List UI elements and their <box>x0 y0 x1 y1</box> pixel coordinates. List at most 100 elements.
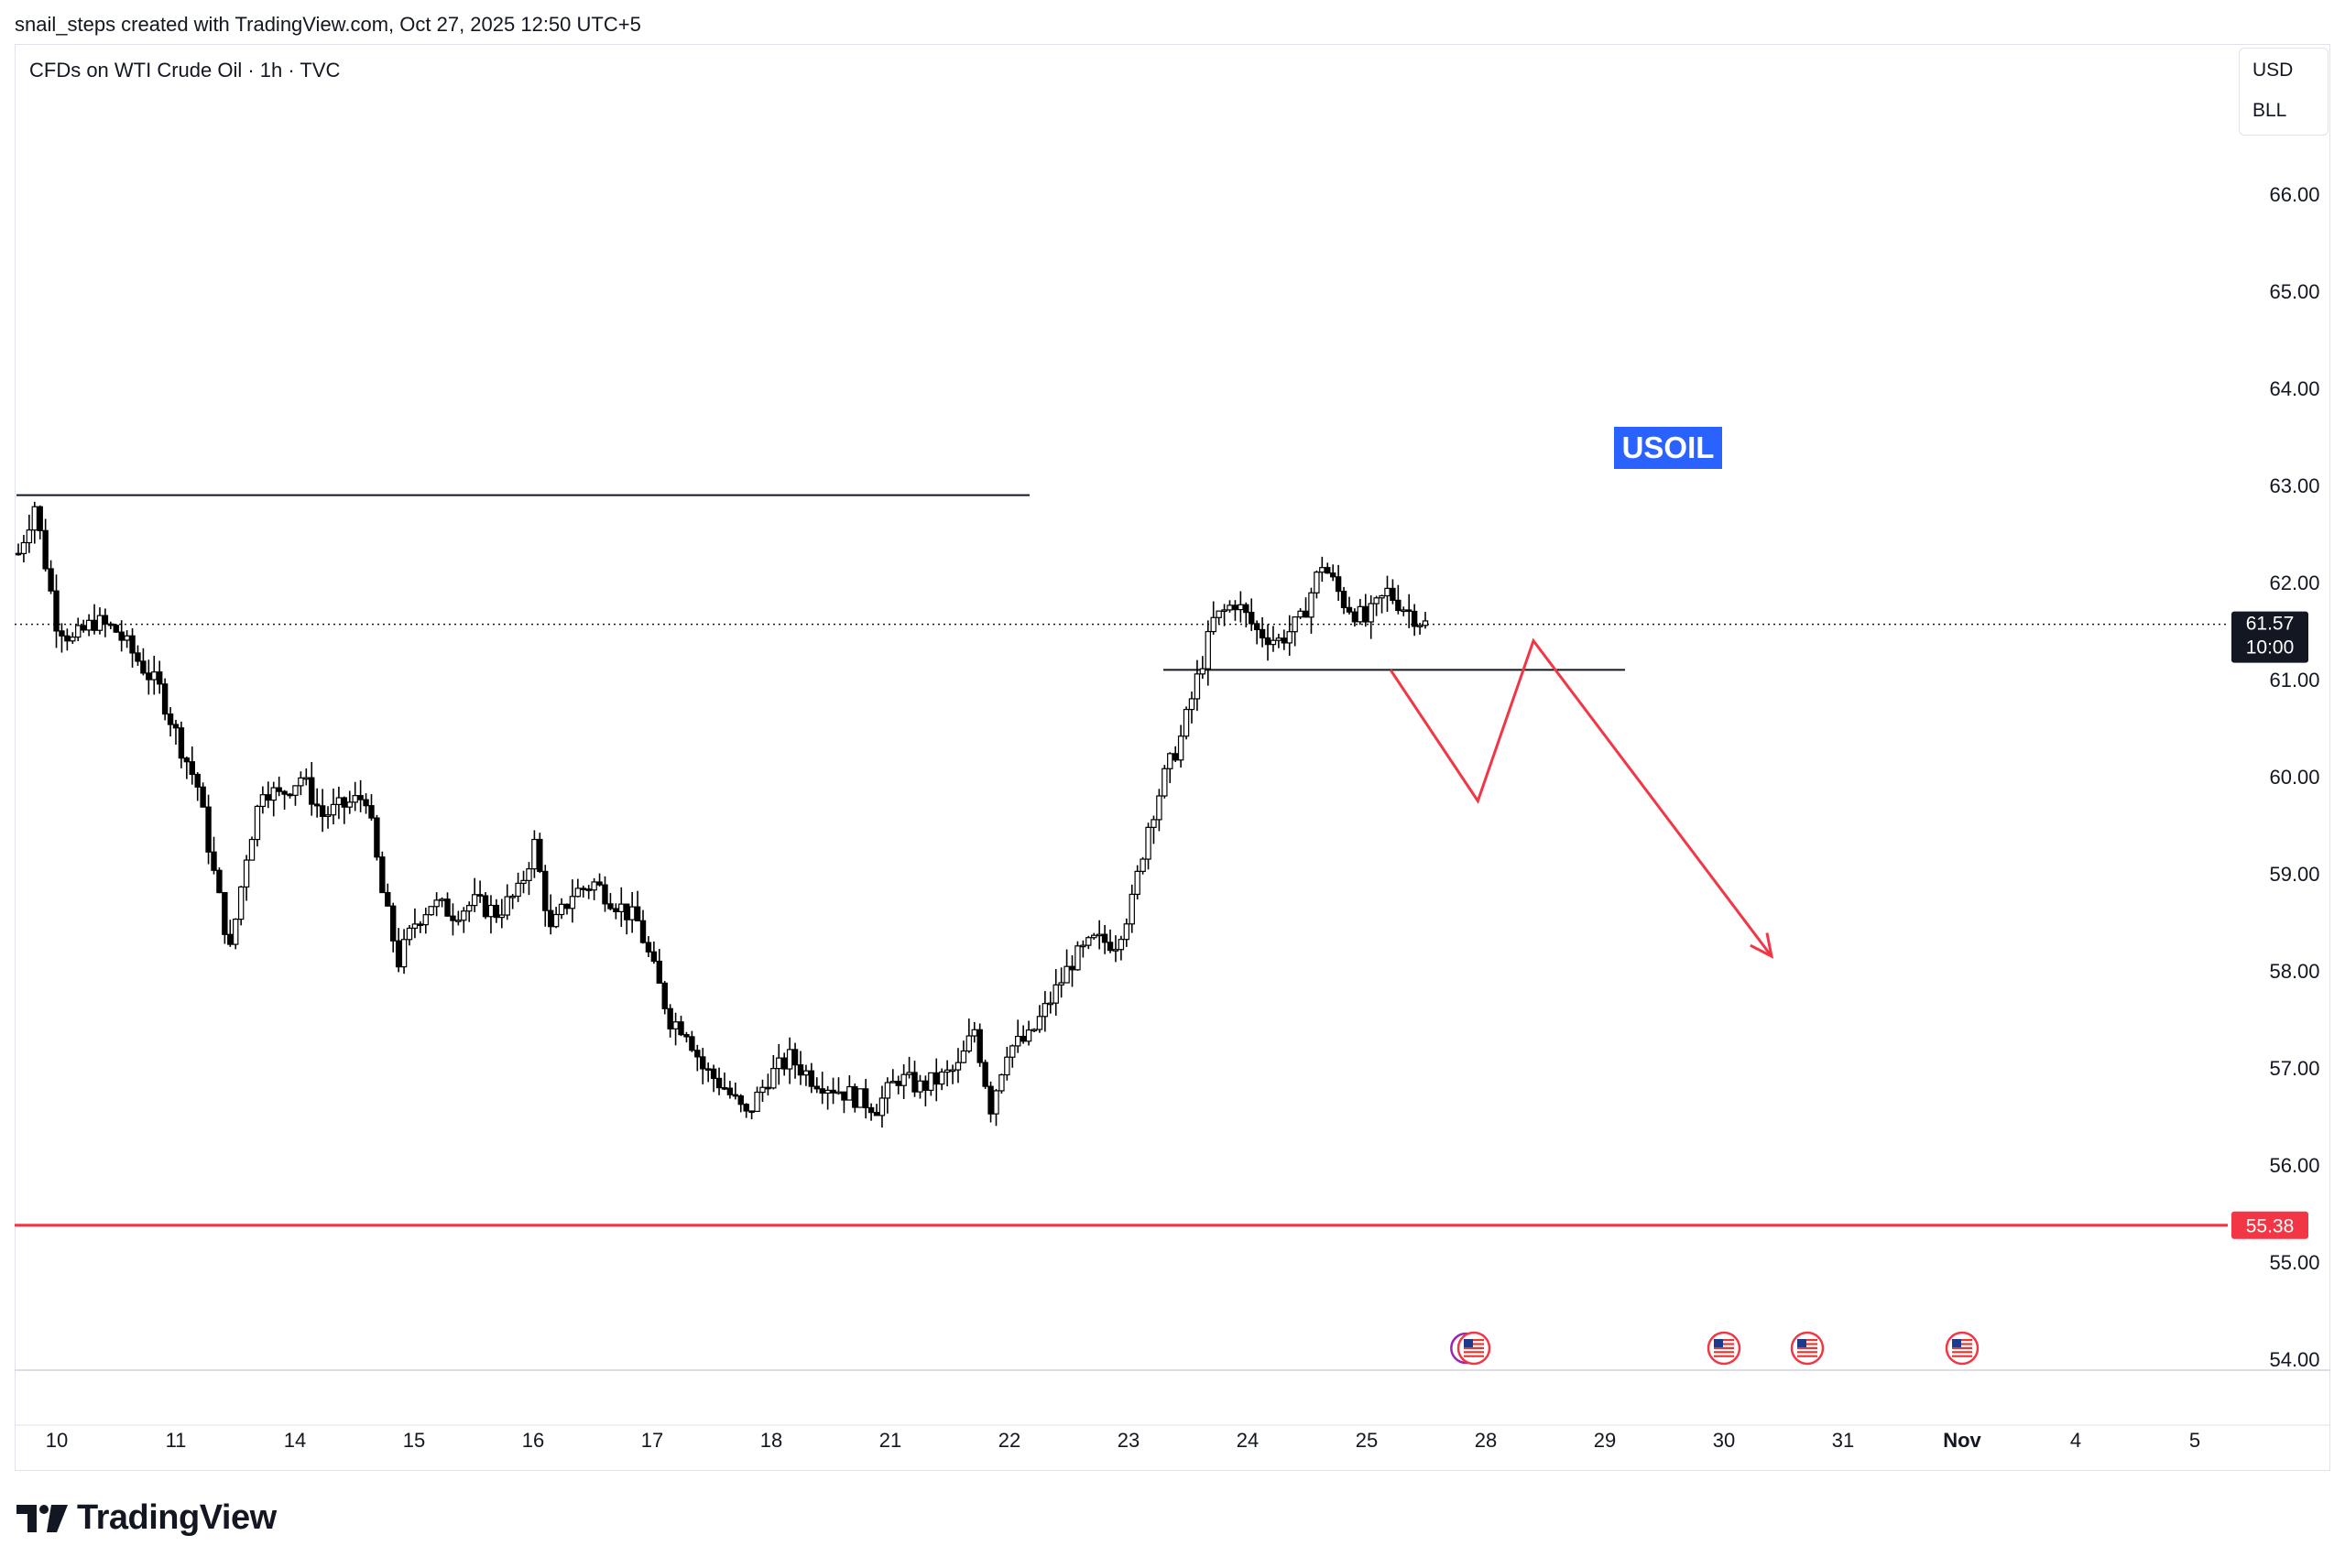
time-tick-label: 11 <box>166 1429 187 1452</box>
candle-body <box>1422 620 1429 626</box>
candle-body <box>276 787 282 792</box>
candle-body <box>504 896 510 916</box>
attribution-text: snail_steps created with TradingView.com… <box>15 13 641 36</box>
candle-body <box>873 1112 880 1116</box>
candle-body <box>569 896 576 909</box>
candle-body <box>1253 623 1260 631</box>
time-tick-label: 28 <box>1475 1429 1497 1452</box>
time-tick-label: 5 <box>2189 1429 2200 1452</box>
candle-body <box>765 1086 771 1090</box>
candle-body <box>1221 609 1227 613</box>
candle-body <box>167 713 174 725</box>
candle-body <box>819 1088 825 1094</box>
candle-body <box>938 1071 945 1085</box>
candle-body <box>450 915 456 921</box>
candle-body <box>1346 606 1353 613</box>
candle-body <box>189 761 195 776</box>
candle-body <box>444 898 451 917</box>
candle-body <box>96 615 104 631</box>
chart-area[interactable] <box>15 44 2330 1471</box>
candle-body <box>585 888 592 891</box>
candle-body <box>852 1085 858 1108</box>
flag-stripe <box>1952 1343 1972 1345</box>
flag-stripe <box>1714 1339 1734 1342</box>
candle-body <box>1107 942 1114 952</box>
candle-body <box>797 1064 804 1076</box>
candle-body <box>574 887 582 898</box>
candle-body <box>987 1085 994 1115</box>
candle-body <box>1118 939 1125 951</box>
candle-body <box>146 672 152 681</box>
candle-body <box>1020 1035 1027 1042</box>
footer-logo[interactable]: TradingView <box>16 1498 277 1538</box>
flag-stripe <box>1714 1351 1734 1354</box>
us-flag-event-icon[interactable] <box>1790 1331 1825 1366</box>
candle-body <box>124 635 130 641</box>
candle-body <box>1091 934 1097 939</box>
candle-body <box>471 894 478 907</box>
candle-body <box>1238 604 1244 611</box>
candle-body <box>1314 572 1320 593</box>
candle-body <box>1411 610 1418 627</box>
unit-label[interactable]: BLL <box>2252 100 2287 121</box>
candle-body <box>704 1068 712 1072</box>
symbol-info[interactable]: CFDs on WTI Crude Oil · 1h · TVC <box>29 59 341 82</box>
candle-body <box>933 1072 940 1085</box>
candle-body <box>862 1088 869 1109</box>
candle-body <box>531 838 538 870</box>
time-axis[interactable]: 10 11 14 15 16 17 18 21 22 23 24 25 28 29 30 31 Nov 4 5 <box>46 1429 2200 1452</box>
current-price-value: 61.57 <box>2246 614 2295 635</box>
price-axis[interactable]: 66.00 65.00 64.00 63.00 62.00 61.00 60.00 59.00… <box>2269 183 2319 1371</box>
candle-body <box>1390 587 1396 601</box>
flag-stripe <box>1464 1346 1484 1349</box>
candle-body <box>1058 982 1064 985</box>
candle-body <box>346 801 353 808</box>
candle-body <box>1340 590 1347 608</box>
candle-body <box>237 886 245 920</box>
current-price-box <box>2231 611 2308 663</box>
candle-body <box>211 851 217 871</box>
candle-body <box>1156 795 1162 821</box>
support-price-box <box>2231 1211 2308 1239</box>
candle-body <box>363 799 369 807</box>
time-tick-label: 16 <box>522 1429 544 1452</box>
candle-body <box>634 906 641 921</box>
candle-body <box>1134 870 1140 896</box>
price-tick-label: 56.00 <box>2269 1154 2319 1177</box>
projection-arrowhead <box>1750 932 1774 959</box>
candle-body <box>102 615 109 625</box>
price-tick-label: 60.00 <box>2269 766 2319 789</box>
currency-label[interactable]: USD <box>2252 60 2294 81</box>
candle-body <box>1357 605 1364 623</box>
candle-body <box>1009 1045 1016 1058</box>
candle-body <box>248 838 256 861</box>
candle-body <box>1085 937 1092 946</box>
candle-body <box>645 942 652 953</box>
unit-selector[interactable]: USD BLL <box>2239 48 2329 136</box>
time-tick-label: 14 <box>284 1429 306 1452</box>
candle-body <box>298 777 304 787</box>
candle-body <box>922 1080 929 1091</box>
candle-body <box>433 899 440 908</box>
time-tick-label: 17 <box>641 1429 663 1452</box>
candle-body <box>1177 735 1184 761</box>
candle-body <box>200 786 206 808</box>
candle-body <box>1129 893 1135 925</box>
candle-body <box>1243 604 1249 614</box>
candle-body <box>1199 668 1206 675</box>
candle-body <box>721 1087 728 1090</box>
flag-stripe <box>1714 1343 1734 1345</box>
flag-stripe <box>1952 1346 1972 1349</box>
candle-body <box>309 777 315 805</box>
candle-body <box>151 671 158 681</box>
events-layer[interactable] <box>1450 1331 1980 1366</box>
candle-body <box>526 868 532 881</box>
us-flag-event-icon[interactable] <box>1456 1331 1491 1366</box>
candle-body <box>906 1072 912 1075</box>
us-flag-event-icon[interactable] <box>1945 1331 1980 1366</box>
us-flag-event-icon[interactable] <box>1707 1331 1741 1366</box>
price-tick-label: 58.00 <box>2269 960 2319 983</box>
candle-body <box>813 1085 820 1090</box>
